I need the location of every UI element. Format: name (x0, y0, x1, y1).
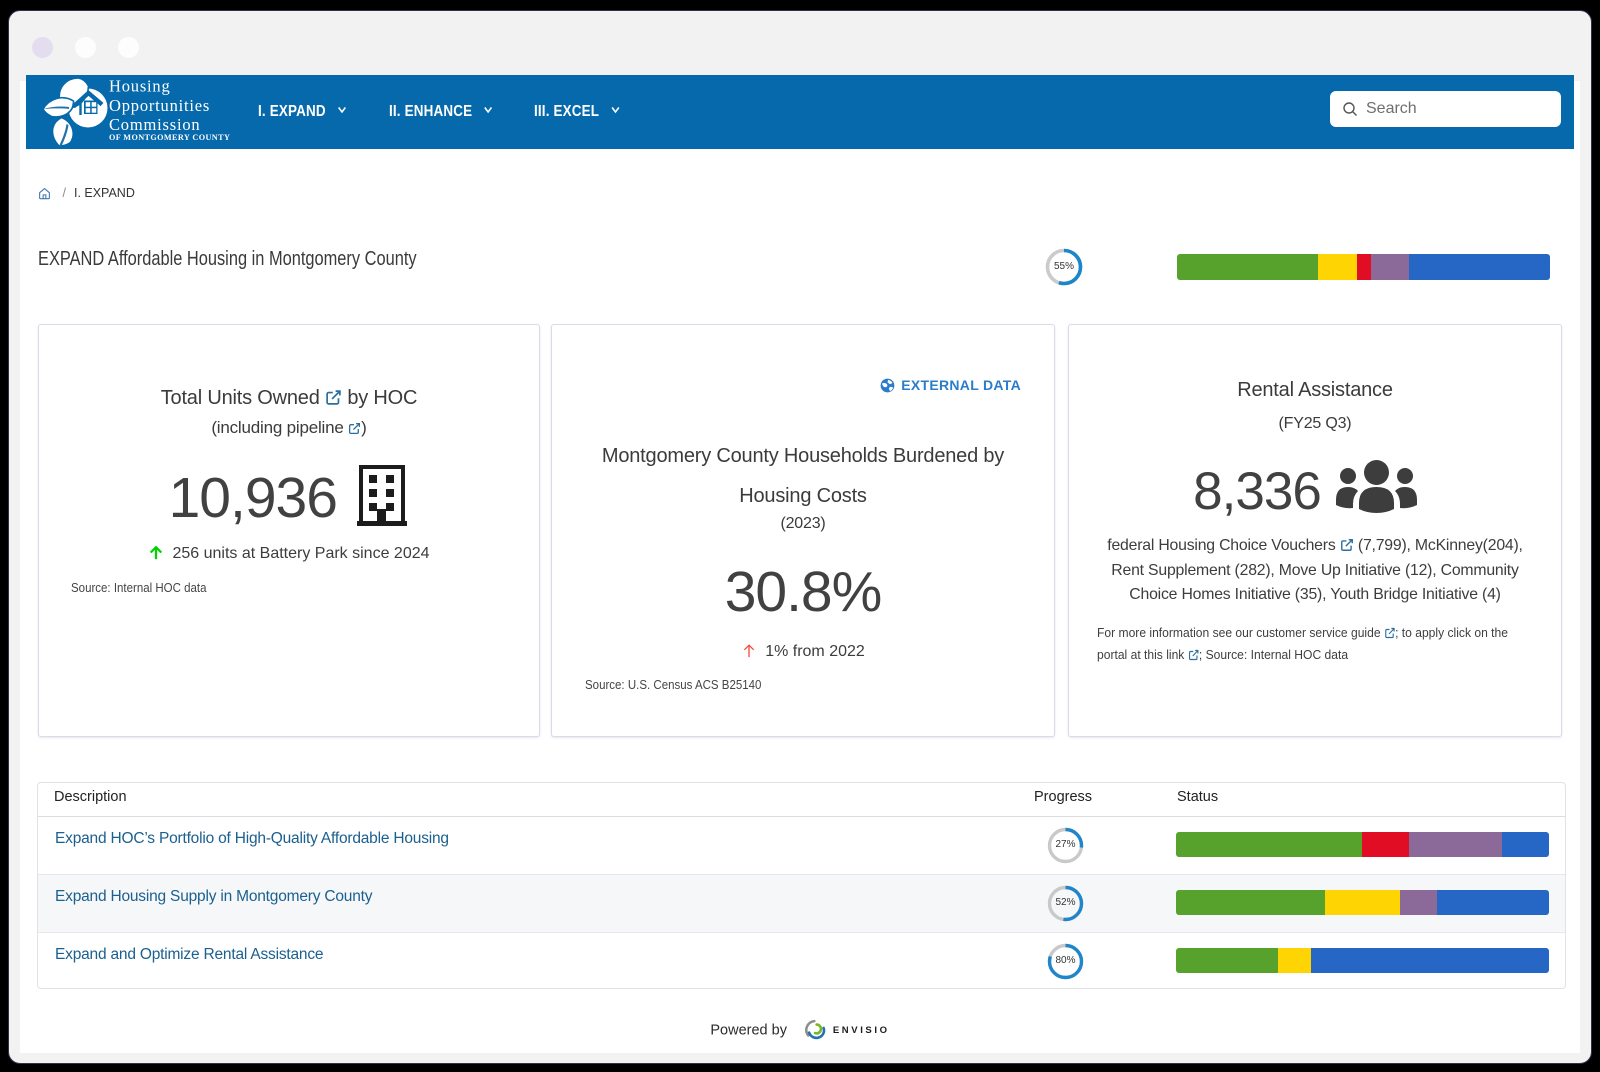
svg-text:Housing: Housing (109, 78, 171, 96)
svg-text:Opportunities: Opportunities (109, 96, 210, 115)
svg-text:Commission: Commission (109, 115, 200, 134)
svg-text:OF MONTGOMERY COUNTY: OF MONTGOMERY COUNTY (109, 133, 230, 142)
